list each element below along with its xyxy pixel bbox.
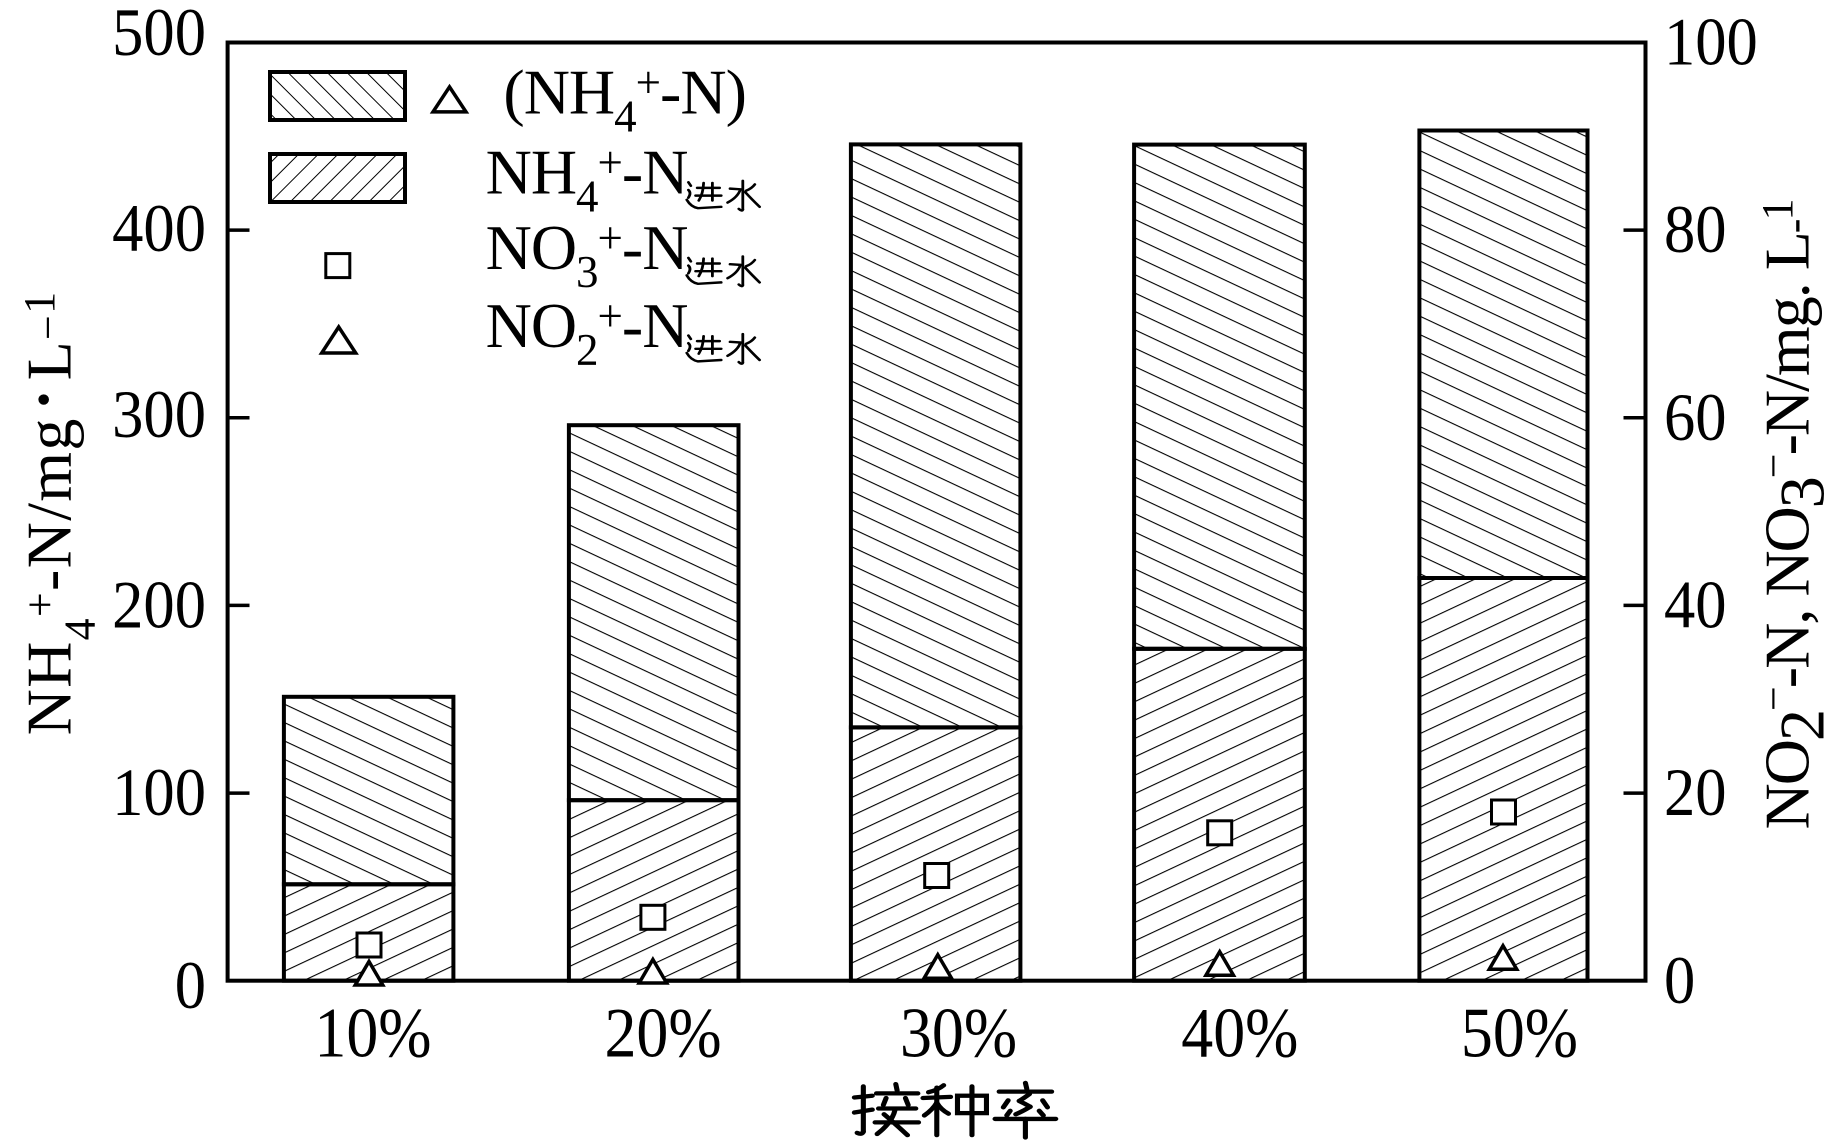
svg-text:60: 60 xyxy=(1664,380,1727,455)
svg-text:0: 0 xyxy=(1664,944,1695,1019)
svg-text:NO2+-N: NO2+-N xyxy=(486,290,688,375)
svg-text:100: 100 xyxy=(112,756,206,831)
svg-text:400: 400 xyxy=(112,192,206,267)
svg-text:40: 40 xyxy=(1664,568,1727,643)
svg-text:300: 300 xyxy=(112,378,206,453)
svg-text:50%: 50% xyxy=(1461,993,1578,1072)
svg-text:80: 80 xyxy=(1664,193,1727,268)
svg-text:100: 100 xyxy=(1664,5,1758,80)
svg-text:500: 500 xyxy=(112,0,206,71)
svg-text:(NH4+-N): (NH4+-N) xyxy=(503,56,745,141)
svg-text:10%: 10% xyxy=(314,993,431,1072)
svg-text:40%: 40% xyxy=(1181,993,1298,1072)
svg-text:200: 200 xyxy=(112,568,206,643)
svg-text:20: 20 xyxy=(1664,756,1727,831)
svg-text:30%: 30% xyxy=(900,993,1017,1072)
svg-text:20%: 20% xyxy=(604,993,721,1072)
svg-text:0: 0 xyxy=(175,949,206,1024)
